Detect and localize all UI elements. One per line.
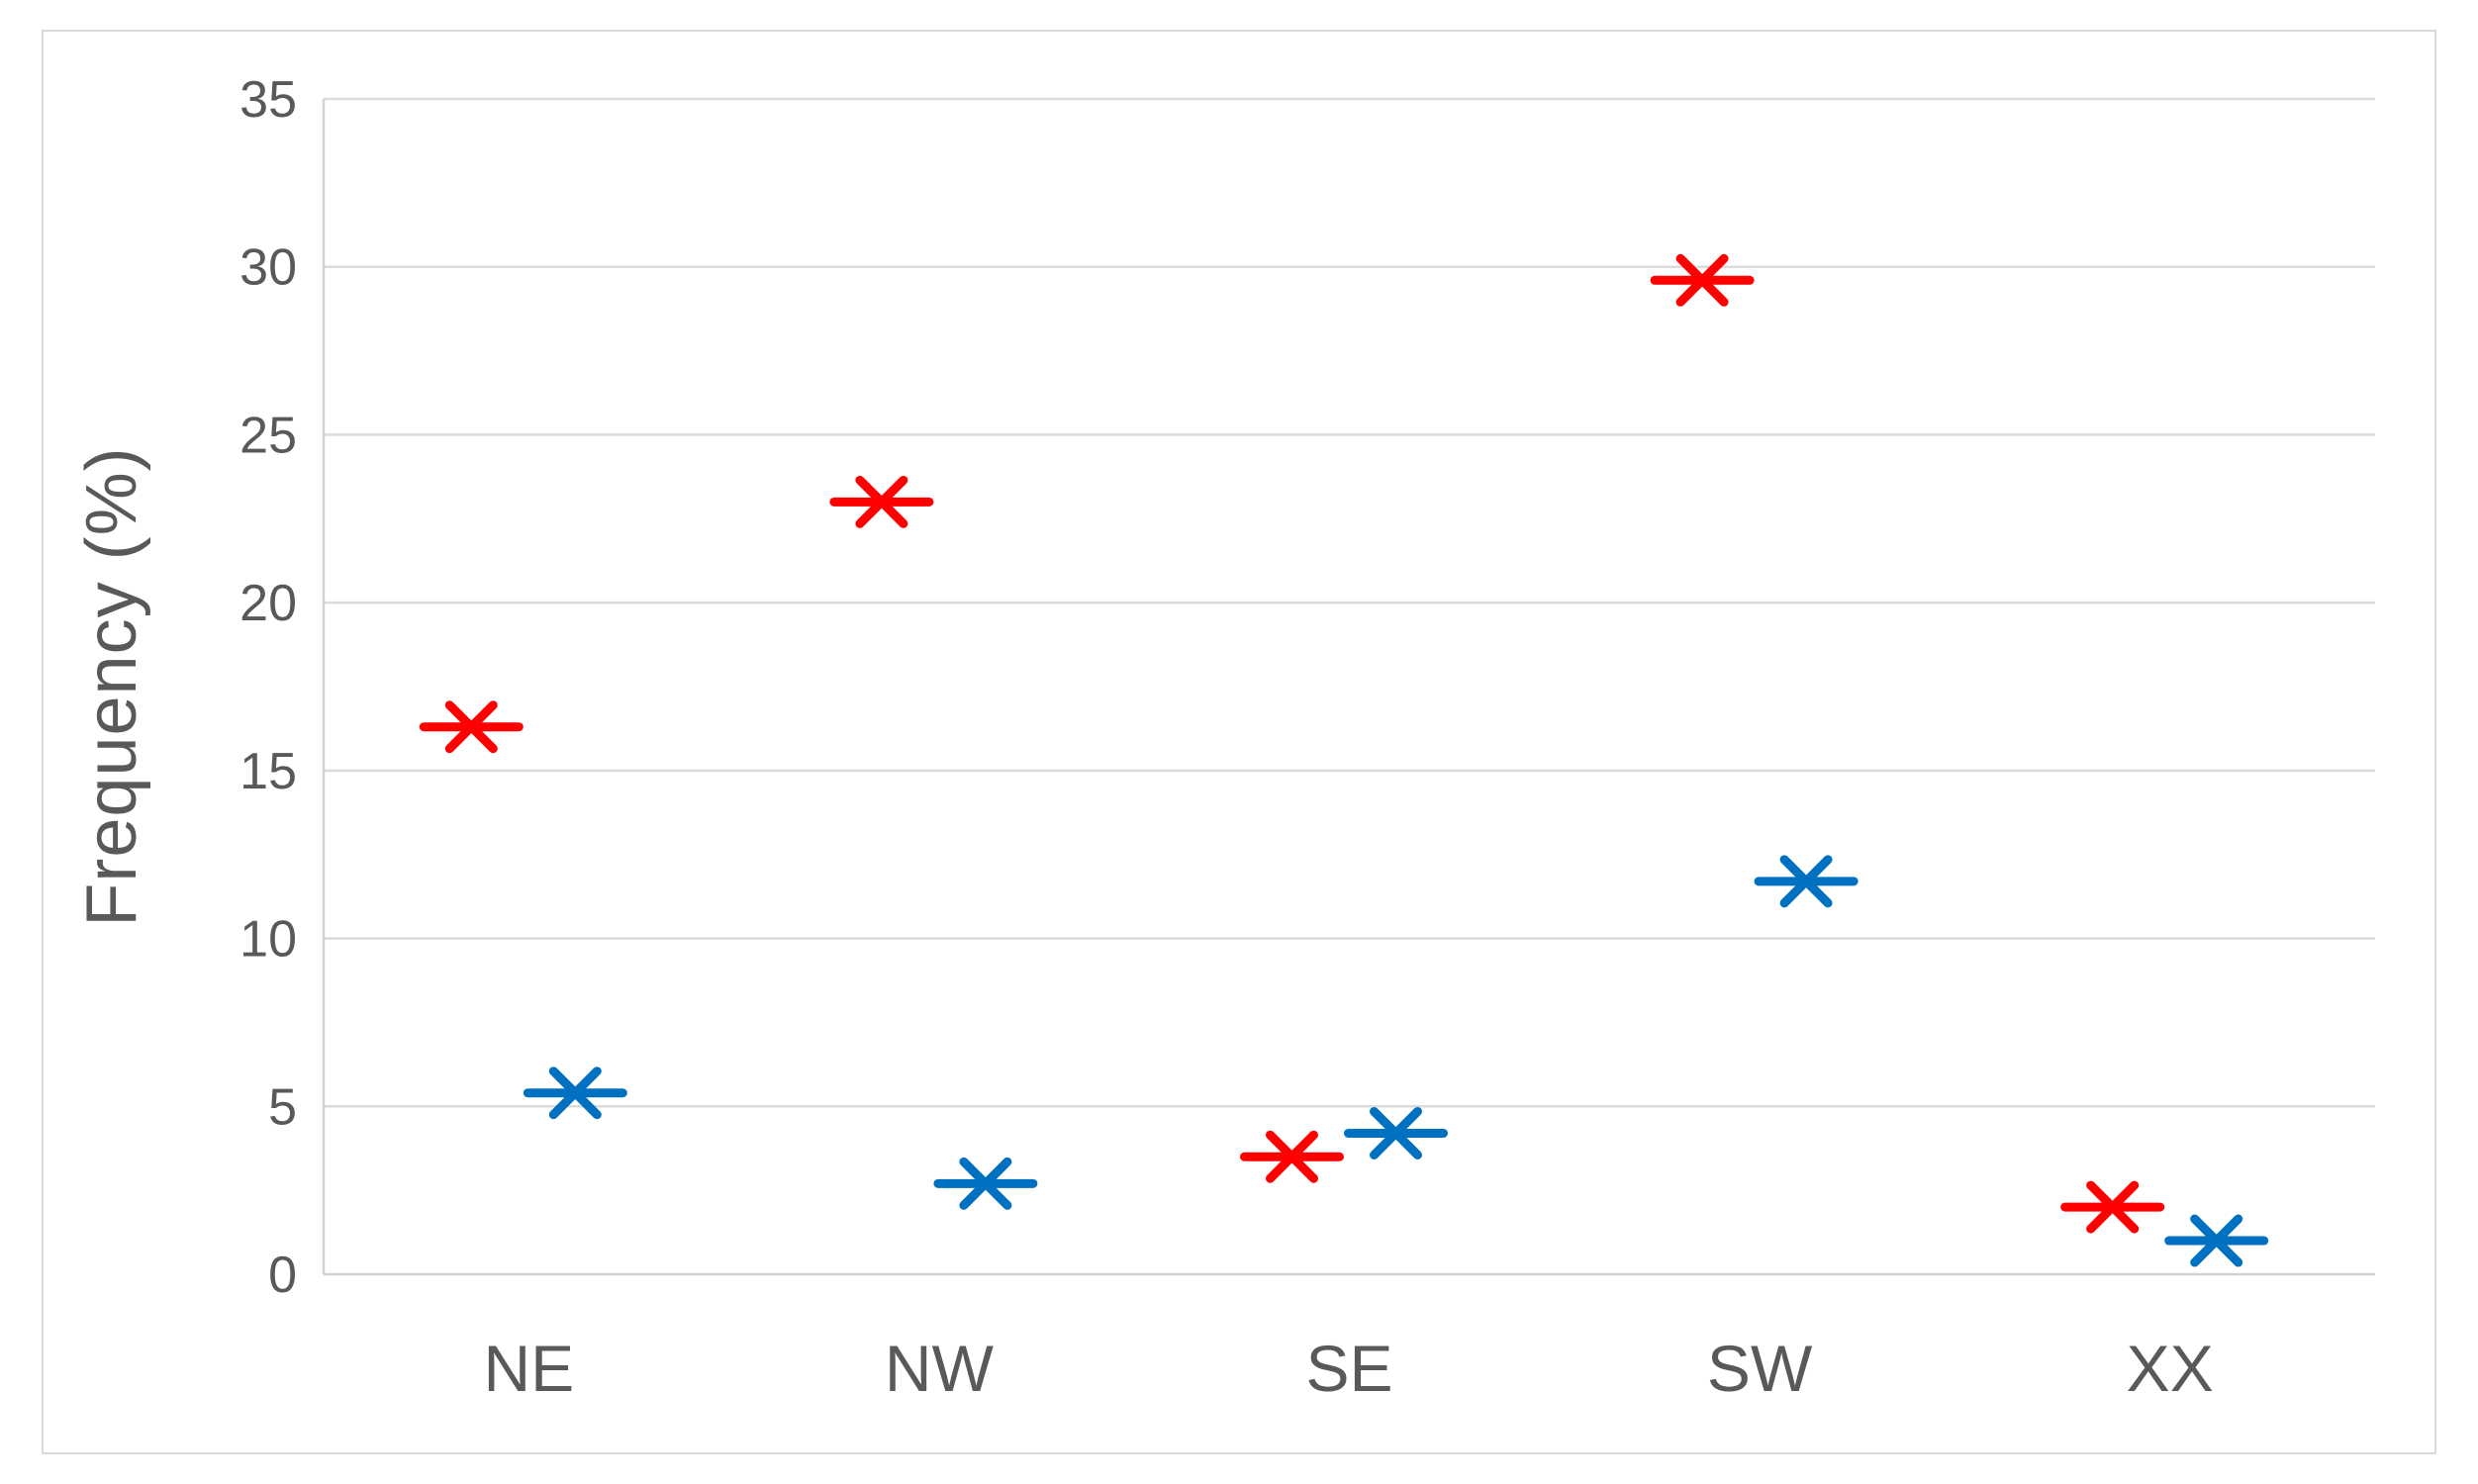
x-category-label: SE xyxy=(1305,1332,1392,1405)
y-tick-label: 15 xyxy=(239,743,297,800)
marker-diag-2 xyxy=(855,475,908,528)
y-tick-label: 0 xyxy=(268,1247,297,1304)
data-point-blue-series-NE xyxy=(523,1067,627,1120)
data-point-blue-series-XX xyxy=(2164,1214,2269,1267)
y-tick-label: 25 xyxy=(239,407,297,464)
marker-diag-2 xyxy=(959,1157,1012,1210)
x-category-label: SW xyxy=(1707,1332,1813,1405)
x-category-label: NE xyxy=(483,1332,574,1405)
x-category-label: XX xyxy=(2127,1332,2214,1405)
y-tick-label: 35 xyxy=(239,71,297,129)
y-tick-label: 5 xyxy=(268,1078,297,1136)
marker-diag-2 xyxy=(1370,1106,1422,1159)
y-tick-label: 20 xyxy=(239,575,297,632)
data-point-blue-series-SE xyxy=(1344,1106,1448,1159)
data-point-blue-series-NW xyxy=(933,1157,1038,1210)
marker-diag-2 xyxy=(1675,253,1729,307)
y-tick-label: 10 xyxy=(239,911,297,969)
data-point-blue-series-SW xyxy=(1754,855,1858,908)
marker-diag-2 xyxy=(2190,1214,2243,1267)
marker-diag-2 xyxy=(548,1067,602,1120)
marker-diag-2 xyxy=(1266,1130,1318,1183)
marker-diag-2 xyxy=(444,700,498,754)
data-point-red-series-XX xyxy=(2060,1180,2165,1234)
data-point-red-series-SW xyxy=(1650,253,1755,307)
data-point-red-series-NE xyxy=(419,700,524,754)
data-point-red-series-SE xyxy=(1240,1130,1344,1183)
marker-diag-2 xyxy=(2086,1180,2140,1234)
chart-outer-border xyxy=(42,30,2436,1454)
marker-diag-2 xyxy=(1779,855,1833,908)
data-point-red-series-NW xyxy=(829,475,934,528)
y-tick-label: 30 xyxy=(239,239,297,297)
x-category-label: NW xyxy=(885,1332,995,1405)
